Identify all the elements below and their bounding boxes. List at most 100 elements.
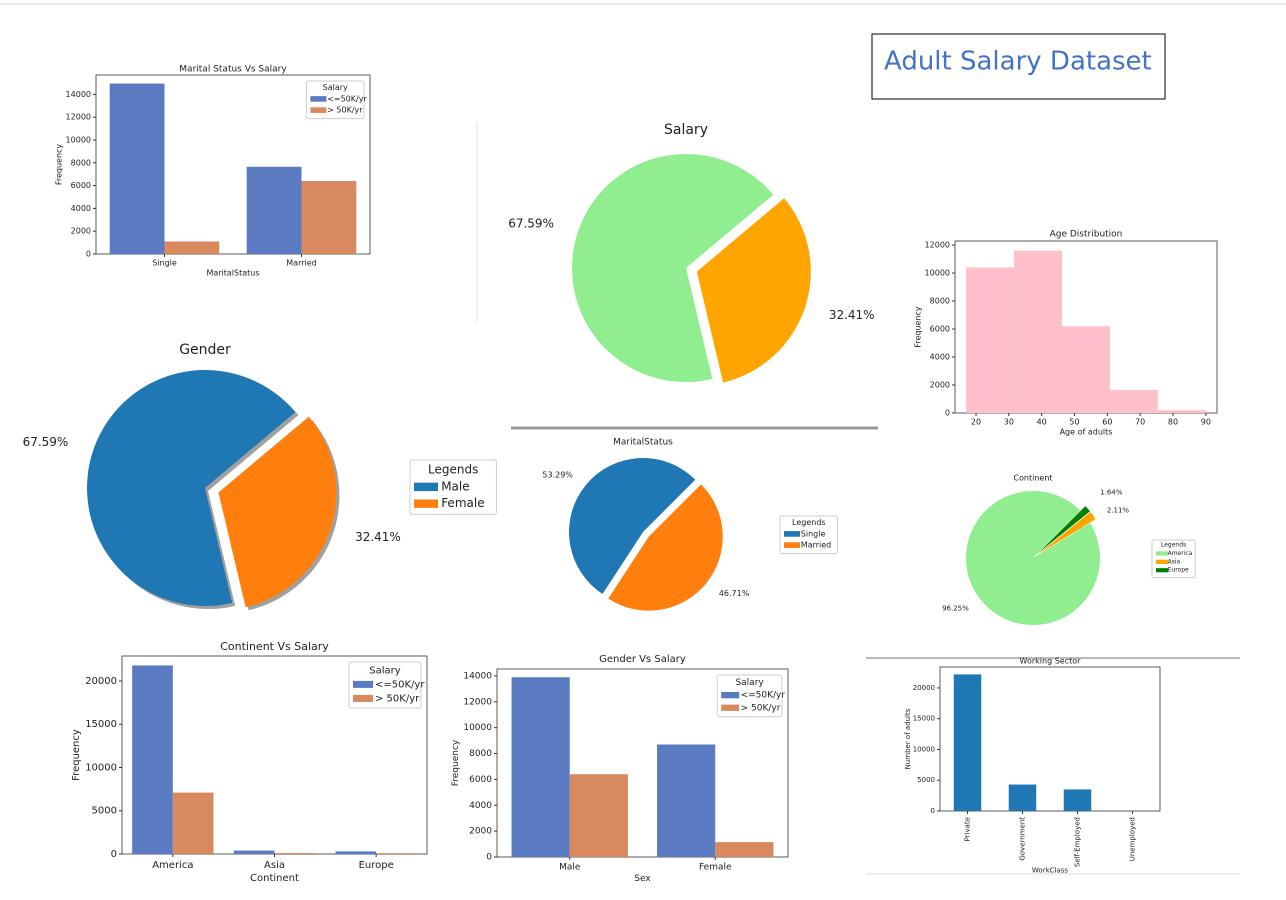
x-tick-label: 50 [1069, 417, 1079, 426]
y-tick-label: 0 [486, 853, 492, 863]
legend-label: <=50K/yr [375, 679, 425, 690]
chart-title: Marital Status Vs Salary [179, 65, 287, 75]
y-tick-label: 0 [931, 807, 935, 815]
x-tick-label: Single [152, 258, 177, 267]
pie-label: 53.29% [542, 471, 573, 480]
bar [715, 842, 774, 857]
legend-title: Legends [792, 518, 826, 527]
x-tick-label: Private [964, 817, 972, 841]
y-axis-label: Number of adults [904, 708, 912, 769]
y-tick-label: 6000 [71, 181, 91, 190]
legend-title: Salary [369, 665, 400, 676]
bar [511, 677, 570, 857]
legend-swatch [1156, 568, 1168, 573]
y-tick-label: 6000 [469, 775, 492, 785]
legend-label: Female [441, 496, 484, 510]
y-tick-label: 0 [945, 409, 950, 418]
x-tick-label: America [152, 860, 193, 871]
legend-swatch [721, 692, 740, 699]
bar [1063, 789, 1092, 811]
legend-swatch [784, 542, 800, 548]
x-tick-label: Europe [359, 860, 394, 871]
x-tick-label: Female [699, 862, 732, 872]
x-axis-label: MaritalStatus [206, 269, 259, 278]
bar [132, 665, 173, 854]
legend-label: > 50K/yr [741, 703, 781, 713]
x-tick-label: Self-Employed [1074, 817, 1082, 867]
legend-label: Married [801, 541, 831, 550]
plot-frame [95, 74, 371, 255]
x-tick-label: Government [1019, 817, 1027, 861]
legend-label: America [1168, 550, 1193, 557]
pie-label: 2.11% [1107, 507, 1130, 515]
hist-bar [966, 267, 1015, 413]
y-axis-label: Frequency [55, 144, 64, 186]
y-tick-label: 2000 [469, 827, 492, 837]
bar [172, 792, 214, 854]
bar [274, 852, 316, 854]
y-tick-label: 20000 [85, 676, 117, 687]
y-tick-label: 8000 [930, 297, 950, 306]
bar [953, 674, 982, 811]
bar [569, 774, 628, 857]
chart-title: Working Sector [1020, 657, 1082, 666]
pie-wedge [1038, 511, 1096, 555]
y-tick-label: 2000 [930, 381, 950, 390]
y-tick-label: 5000 [92, 806, 117, 817]
y-tick-label: 10000 [913, 745, 935, 753]
x-tick-label: 30 [1004, 417, 1014, 426]
y-tick-label: 10000 [925, 269, 950, 278]
hist-bar [1157, 410, 1206, 413]
y-tick-label: 12000 [925, 241, 950, 250]
y-tick-label: 14000 [463, 671, 492, 681]
pie-label: 1.64% [1100, 488, 1123, 496]
pie-wedge [965, 491, 1101, 626]
y-tick-label: 8000 [71, 158, 91, 167]
pie-wedge [218, 416, 337, 608]
x-tick-label: Asia [264, 860, 285, 871]
y-tick-label: 0 [86, 250, 91, 259]
x-tick-label: 60 [1102, 417, 1112, 426]
legend-swatch [1156, 551, 1168, 556]
bar [335, 851, 377, 854]
legend-label: Male [441, 479, 469, 493]
chart-title: Gender Vs Salary [599, 654, 686, 665]
bar [246, 166, 302, 254]
x-axis-label: WorkClass [1032, 867, 1068, 875]
y-tick-label: 4000 [469, 801, 492, 811]
pie-wedge [1037, 506, 1090, 554]
y-tick-label: 2000 [71, 227, 91, 236]
y-tick-label: 8000 [469, 749, 492, 759]
x-tick-label: Male [559, 862, 581, 872]
y-tick-label: 15000 [85, 719, 117, 730]
legend-label: <=50K/yr [741, 691, 786, 701]
x-tick-label: 80 [1168, 417, 1178, 426]
x-axis-label: Continent [250, 873, 299, 884]
pie-label: 32.41% [355, 530, 401, 544]
pie-wedge [572, 154, 774, 382]
y-axis-label: Frequency [451, 739, 461, 786]
legend-swatch [353, 694, 373, 702]
legend-label: <=50K/yr [327, 94, 367, 103]
y-tick-label: 5000 [917, 776, 935, 784]
pie-label: 67.59% [23, 435, 69, 449]
chart-title: Continent Vs Salary [220, 640, 329, 653]
plot-frame [939, 666, 1161, 812]
pie-label: 46.71% [719, 589, 750, 598]
pie-label: 96.25% [942, 605, 969, 613]
bar [233, 850, 275, 854]
y-tick-label: 12000 [463, 697, 492, 707]
legend-swatch [310, 96, 327, 102]
plot-frame [496, 668, 789, 858]
legend-swatch [784, 531, 800, 537]
legend-label: Asia [1168, 558, 1181, 565]
y-tick-label: 20000 [913, 684, 935, 692]
pie-label: 32.41% [829, 308, 875, 322]
hist-bar [1062, 326, 1110, 413]
pie-wedge [568, 458, 696, 594]
x-tick-label: Married [286, 258, 316, 267]
x-tick-label: 40 [1037, 417, 1047, 426]
legend-swatch [414, 499, 438, 508]
pie-wedge [86, 370, 296, 606]
